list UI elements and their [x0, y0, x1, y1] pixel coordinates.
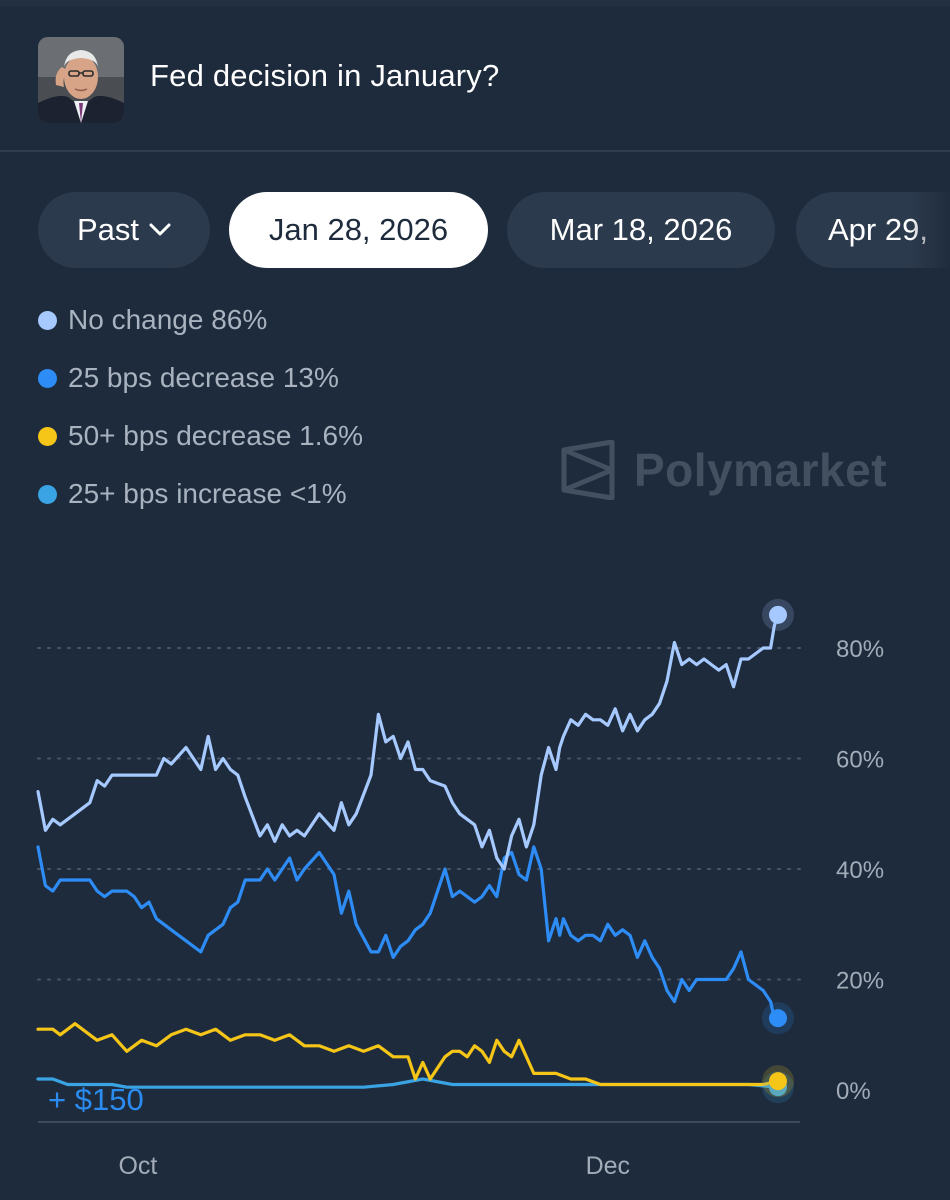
market-header: Fed decision in January? [0, 0, 950, 152]
legend-label: 50+ bps decrease 1.6% [68, 420, 363, 451]
volume-label: + $150 [48, 1082, 144, 1117]
legend-item-50-bps-decrease[interactable]: 50+ bps decrease 1.6% [38, 416, 363, 456]
series-end-dot[interactable] [769, 1072, 787, 1091]
chart-grid [37, 647, 801, 981]
legend-label: 25 bps decrease 13% [68, 362, 339, 393]
legend-dot [38, 484, 57, 504]
chevron-down-icon [149, 223, 171, 237]
legend-item-25-bps-decrease[interactable]: 25 bps decrease 13% [38, 358, 339, 398]
legend-label: 25+ bps increase <1% [68, 478, 347, 509]
top-divider [0, 0, 950, 6]
y-tick-label: 20% [836, 968, 884, 995]
market-avatar[interactable] [38, 37, 124, 123]
chart-axes: 0% 20% 40% 60% 80% Oct Dec [38, 636, 884, 1180]
legend-dot [38, 368, 57, 388]
tab-mar-18-2026[interactable]: Mar 18, 2026 [507, 192, 775, 268]
tab-past-label: Past [76, 212, 140, 247]
tab-mar-label: Mar 18, 2026 [549, 212, 733, 247]
series-line-50-bps-decrease [36, 1022, 780, 1087]
legend-item-no-change[interactable]: No change 86% [38, 300, 267, 340]
series-end-dot[interactable] [769, 605, 787, 624]
polymarket-watermark: Polymarket [560, 440, 887, 500]
legend-dot [38, 426, 57, 446]
series-line-no-change [36, 613, 780, 871]
legend-item-25-bps-increase[interactable]: 25+ bps increase <1% [38, 474, 347, 514]
y-tick-label: 40% [836, 857, 884, 884]
tab-past[interactable]: Past [38, 192, 210, 268]
legend-label: No change 86% [68, 304, 268, 335]
y-tick-label: 60% [836, 747, 884, 774]
chart-end-dots [762, 598, 794, 1104]
tab-jan-label: Jan 28, 2026 [268, 212, 449, 247]
polymarket-logo-icon [561, 440, 615, 500]
tab-jan-28-2026[interactable]: Jan 28, 2026 [229, 192, 488, 268]
legend-dot [38, 310, 57, 330]
y-tick-label: 0% [836, 1078, 871, 1105]
person-photo-icon [38, 37, 124, 123]
date-tabs: Past Jan 28, 2026 Mar 18, 2026 Apr 29, [0, 192, 950, 270]
series-end-dot[interactable] [769, 1009, 787, 1028]
series-line-25-bps-decrease [36, 845, 780, 1020]
x-tick-label: Dec [586, 1152, 630, 1180]
x-tick-label: Oct [118, 1152, 157, 1180]
y-tick-label: 80% [836, 636, 884, 663]
chart-series [36, 613, 780, 1089]
watermark-text: Polymarket [634, 444, 888, 496]
tabs-fade [910, 192, 950, 270]
market-title: Fed decision in January? [150, 58, 500, 93]
